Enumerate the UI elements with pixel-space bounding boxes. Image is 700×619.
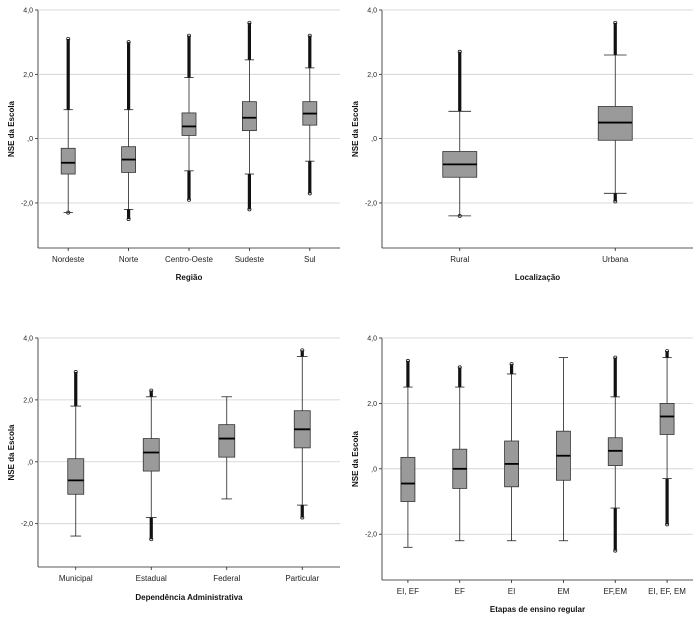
x-tick-label: EF,EM [603,587,627,596]
iqr-box [60,147,76,175]
y-tick-label: 2,0 [23,397,33,404]
outlier-point [613,199,618,204]
x-axis-title: Região [176,273,203,282]
y-tick-label: ,0 [371,136,377,143]
x-axis-title: Etapas de ensino regular [490,605,585,614]
box-ei-ef: EI, EF [397,358,419,596]
x-tick-label: EI, EF [397,587,419,596]
box-sul: Sul [302,33,318,264]
panel-location: -2,0 ,0 2,0 4,0 NSE da Escola Localização Rura… [351,8,693,282]
x-tick-label: Estadual [136,574,167,583]
y-tick-label: 2,0 [367,401,377,408]
box-centro-oeste: Centro-Oeste [165,33,214,264]
box-estadual: Estadual [136,388,167,583]
box-rural: Rural [442,49,478,264]
box-nordeste: Nordeste [52,36,85,264]
x-tick-label: EI, EF, EM [648,587,686,596]
x-tick-label: EI [508,587,516,596]
box-urbana: Urbana [597,20,633,264]
y-tick-label: 4,0 [23,8,33,15]
outlier-point [73,370,78,375]
iqr-box [659,403,675,435]
outlier-point [613,548,618,553]
box-norte: Norte [119,40,139,264]
iqr-box [400,456,416,502]
outlier-point [149,537,154,542]
x-tick-label: Municipal [59,574,93,583]
outlier-point [405,358,410,363]
box-particular: Particular [285,348,319,583]
box-sudeste: Sudeste [235,20,265,264]
box-em: EM [556,357,571,596]
outlier-point [247,207,252,212]
box-ei: EI [504,362,519,596]
box-ef: EF [452,365,468,596]
x-tick-label: Federal [213,574,240,583]
outlier-point [613,20,618,25]
y-axis-title: NSE da Escola [351,430,360,487]
x-tick-label: EM [557,587,569,596]
outlier-point [457,49,462,54]
x-tick-label: EF [455,587,465,596]
x-tick-label: Sul [304,255,316,264]
outlier-point [509,362,514,367]
x-tick-label: Particular [285,574,319,583]
x-tick-label: Nordeste [52,255,85,264]
y-tick-label: -2,0 [365,532,377,539]
x-axis-title: Dependência Administrativa [135,593,243,602]
x-tick-label: Urbana [602,255,629,264]
box-ef-em: EF,EM [603,355,627,596]
box-federal: Federal [213,396,241,583]
outlier-point [307,191,312,196]
iqr-box [142,438,160,472]
outlier-point [457,365,462,370]
outlier-point [300,515,305,520]
y-tick-label: 2,0 [23,72,33,79]
y-axis-title: NSE da Escola [7,424,16,481]
y-tick-label: ,0 [27,136,33,143]
outlier-point [126,40,131,45]
outlier-point [247,20,252,25]
box-ei-ef-em: EI, EF, EM [648,349,686,596]
x-tick-label: Rural [450,255,469,264]
panel-teaching-stages: -2,0 ,0 2,0 4,0 NSE da Escola Etapas de ensin… [351,336,693,614]
panel-region: -2,0 ,0 2,0 4,0 NSE da Escola Região Nordeste N… [7,8,340,282]
outlier-point [300,348,305,353]
outlier-point [126,217,131,222]
y-tick-label: -2,0 [365,200,377,207]
iqr-box [67,458,85,495]
outlier-point [665,522,670,527]
outlier-point [186,33,191,38]
x-axis-title: Localização [515,273,560,282]
y-axis-title: NSE da Escola [7,100,16,157]
x-tick-label: Sudeste [235,255,265,264]
box-municipal: Municipal [59,370,93,583]
x-tick-label: Centro-Oeste [165,255,214,264]
y-tick-label: ,0 [371,466,377,473]
y-axis-title: NSE da Escola [351,100,360,157]
y-tick-label: 4,0 [23,336,33,343]
y-tick-label: 2,0 [367,72,377,79]
iqr-box [218,424,236,458]
outlier-point [186,197,191,202]
y-tick-label: -2,0 [21,200,33,207]
outlier-point [613,355,618,360]
outlier-point [66,36,71,41]
outlier-point [665,349,670,354]
outlier-point [149,388,154,393]
iqr-box [181,112,197,136]
panel-administrative-dependency: -2,0 ,0 2,0 4,0 NSE da Escola Dependência Adm… [7,336,340,602]
iqr-box [241,101,257,132]
y-tick-label: 4,0 [367,336,377,343]
y-tick-label: -2,0 [21,521,33,528]
x-tick-label: Norte [119,255,139,264]
y-tick-label: 4,0 [367,8,377,15]
y-tick-label: ,0 [27,459,33,466]
outlier-point [307,33,312,38]
